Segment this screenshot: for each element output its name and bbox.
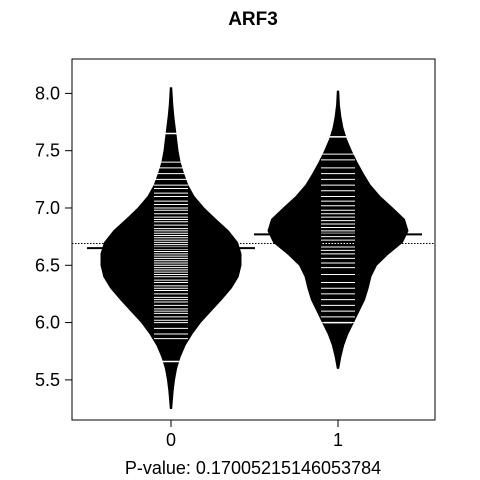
- bean-0: [87, 87, 255, 410]
- bean-1: [254, 90, 422, 369]
- x-tick-label: 0: [166, 430, 176, 450]
- y-axis: 5.5 6.0 6.5 7.0 7.5 8.0: [35, 83, 72, 390]
- plot-frame: [71, 58, 436, 421]
- chart-title: ARF3: [228, 9, 278, 30]
- x-tick-label: 1: [333, 430, 343, 450]
- y-tick-label: 5.5: [35, 370, 60, 390]
- y-tick-label: 7.5: [35, 141, 60, 161]
- x-axis-label: P-value: 0.17005215146053784: [125, 458, 381, 478]
- y-tick-label: 6.0: [35, 313, 60, 333]
- y-tick-label: 6.5: [35, 255, 60, 275]
- bean-shape-1: [267, 90, 409, 369]
- y-tick-label: 8.0: [35, 83, 60, 103]
- beans-layer: [87, 87, 422, 410]
- y-tick-label: 7.0: [35, 198, 60, 218]
